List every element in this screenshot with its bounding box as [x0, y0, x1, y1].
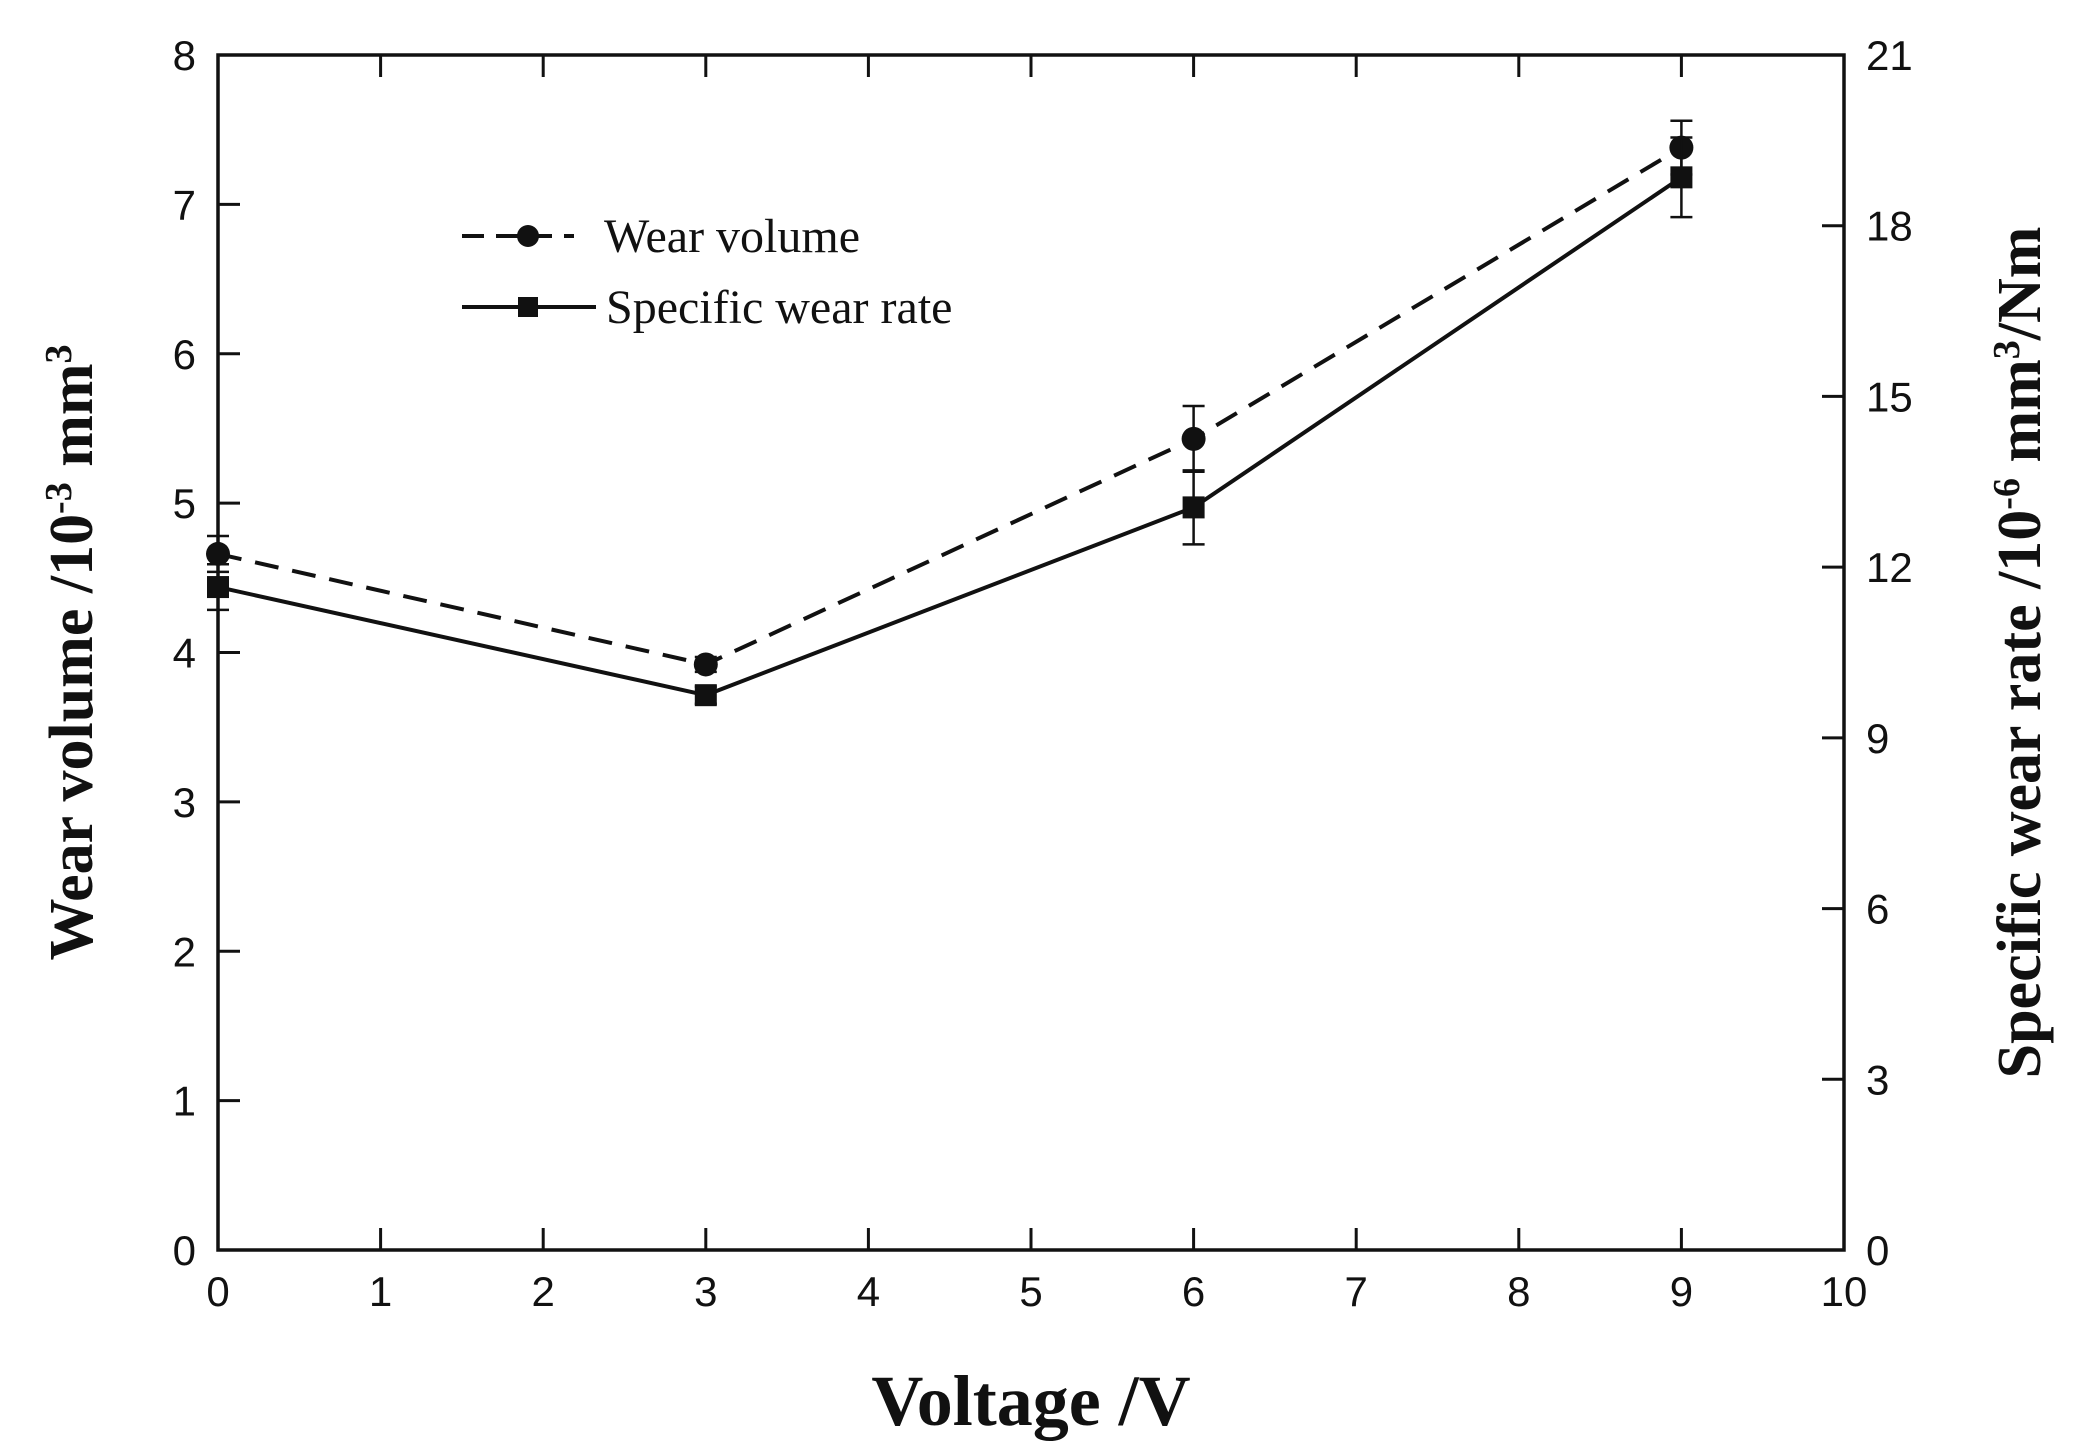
x-tick-label: 9	[1670, 1268, 1693, 1315]
y-left-title-middle: mm	[38, 363, 106, 482]
x-tick-label: 3	[694, 1268, 717, 1315]
y-right-tick-label: 6	[1866, 886, 1889, 933]
y-right-tick-label: 15	[1866, 373, 1913, 420]
y-left-tick-label: 1	[173, 1078, 196, 1125]
y-left-title-sup2: 3	[38, 344, 80, 363]
y-left-tick-label: 8	[173, 32, 196, 79]
y-left-tick-label: 4	[173, 630, 196, 677]
y-left-title-sup1: -3	[38, 482, 80, 514]
data-point-specific-wear-rate	[1670, 166, 1693, 189]
x-tick-label: 5	[1019, 1268, 1042, 1315]
x-tick-label: 0	[206, 1268, 229, 1315]
x-tick-label: 2	[532, 1268, 555, 1315]
y-right-title-prefix: Specific wear rate /10	[1986, 510, 2054, 1079]
x-tick-label: 8	[1507, 1268, 1530, 1315]
x-tick-label: 10	[1821, 1268, 1868, 1315]
y-right-title-sup2: 3	[1986, 340, 2028, 359]
legend-wear-volume-marker	[517, 225, 539, 247]
series-specific-wear-rate	[207, 136, 1693, 707]
y-right-tick-label: 9	[1866, 715, 1889, 762]
y-left-tick-label: 6	[173, 331, 196, 378]
legend: Wear volume Specific wear rate	[462, 210, 952, 334]
data-point-wear-volume	[206, 541, 230, 566]
y-right-title-middle: mm	[1986, 359, 2054, 478]
y-left-tick-label: 7	[173, 181, 196, 228]
y-axis-left-title: Wear volume /10-3 mm3	[38, 344, 106, 960]
y-right-tick-label: 21	[1866, 32, 1913, 79]
data-point-specific-wear-rate	[694, 684, 717, 707]
legend-wear-volume-label: Wear volume	[604, 210, 860, 263]
y-right-title-suffix: /Nm	[1986, 227, 2054, 342]
data-point-specific-wear-rate	[1182, 496, 1205, 519]
series-layer	[206, 119, 1694, 707]
y-left-tick-label: 0	[173, 1227, 196, 1274]
series-line-wear-volume	[217, 145, 1683, 667]
y-right-tick-label: 18	[1866, 203, 1913, 250]
y-right-tick-label: 3	[1866, 1056, 1889, 1103]
y-right-tick-label: 12	[1866, 544, 1913, 591]
y-left-title-prefix: Wear volume /10	[38, 514, 106, 961]
data-point-wear-volume	[1181, 426, 1206, 451]
y-axis-right-title: Specific wear rate /10-6 mm3/Nm	[1986, 227, 2054, 1079]
x-tick-label: 7	[1345, 1268, 1368, 1315]
series-line-specific-wear-rate	[217, 175, 1683, 698]
y-left-tick-label: 5	[173, 480, 196, 527]
data-point-wear-volume	[693, 652, 718, 677]
x-tick-label: 4	[857, 1268, 880, 1315]
y-right-tick-label: 0	[1866, 1227, 1889, 1274]
x-tick-label: 1	[369, 1268, 392, 1315]
data-point-specific-wear-rate	[207, 576, 229, 599]
x-tick-label: 6	[1182, 1268, 1205, 1315]
y-right-title-sup1: -6	[1986, 478, 2028, 510]
legend-specific-wear-rate-marker	[518, 297, 538, 317]
y-left-tick-label: 3	[173, 779, 196, 826]
y-left-tick-label: 2	[173, 928, 196, 975]
x-axis-title: Voltage /V	[871, 1361, 1190, 1441]
legend-specific-wear-rate-label: Specific wear rate	[606, 281, 952, 334]
series-wear-volume	[206, 119, 1694, 677]
